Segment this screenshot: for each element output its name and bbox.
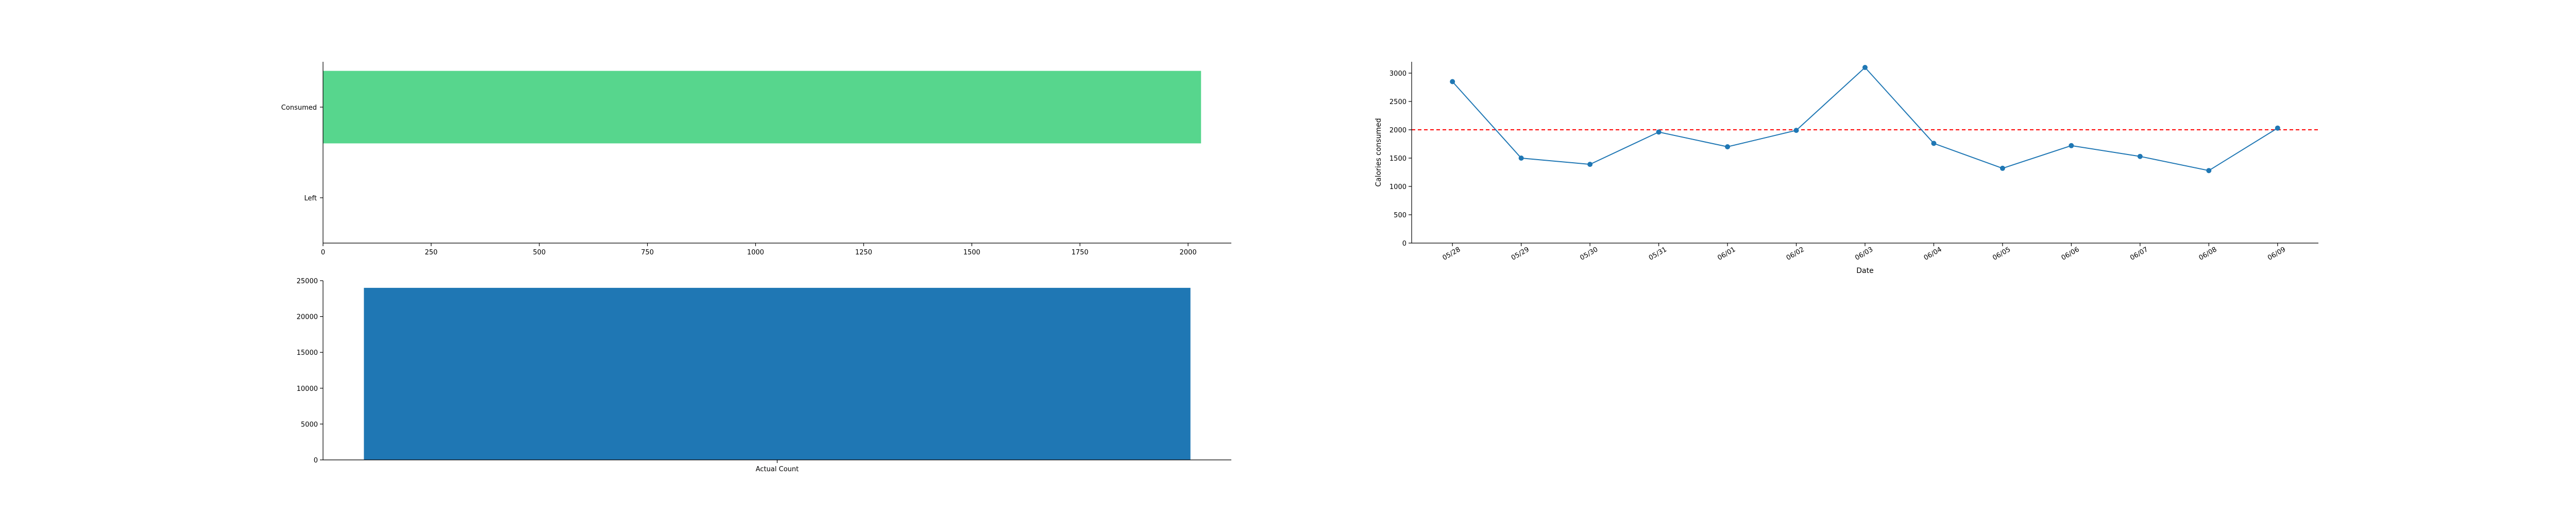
data-point-06-03 bbox=[1862, 65, 1868, 70]
x-tick-label: 750 bbox=[641, 249, 654, 256]
x-tick-label: 06/06 bbox=[2060, 246, 2081, 262]
data-point-06-04 bbox=[1931, 141, 1937, 146]
x-tick-label: 06/04 bbox=[1923, 246, 1943, 262]
x-tick-label: 06/07 bbox=[2129, 246, 2149, 262]
data-point-06-08 bbox=[2206, 168, 2212, 174]
x-tick-label: 1250 bbox=[855, 249, 872, 256]
calories-line-chart: 0 500 1000 1500 2000 2500 3000 05/28 05/29 05/30 0… bbox=[1375, 62, 2318, 275]
x-tick-label: 06/08 bbox=[2198, 246, 2218, 262]
data-point-06-09 bbox=[2275, 125, 2280, 131]
x-tick-label: 06/05 bbox=[1991, 246, 2012, 262]
data-point-05-30 bbox=[1587, 162, 1593, 167]
data-point-05-28 bbox=[1450, 79, 1455, 84]
calories-left-bar-chart: Consumed Left 0 250 500 750 1000 1250 1500 1750 20… bbox=[281, 62, 1231, 256]
y-tick-label: 3000 bbox=[1389, 70, 1406, 78]
y-tick-label: Consumed bbox=[281, 104, 317, 112]
y-tick-label: 0 bbox=[1402, 240, 1406, 248]
y-tick-label: 10000 bbox=[297, 385, 318, 393]
bar-actual-count bbox=[364, 287, 1191, 460]
y-tick-label: 1500 bbox=[1389, 155, 1406, 163]
y-tick-label: 1000 bbox=[1389, 183, 1406, 191]
x-tick-label: 06/09 bbox=[2266, 246, 2287, 262]
calories-series-line bbox=[1452, 66, 2278, 171]
data-point-06-01 bbox=[1725, 144, 1731, 149]
x-tick-label: 05/29 bbox=[1510, 246, 1531, 262]
x-tick-label: 0 bbox=[321, 249, 325, 256]
data-point-06-02 bbox=[1793, 128, 1799, 133]
data-point-06-05 bbox=[1999, 165, 2005, 171]
y-tick-label: 25000 bbox=[297, 278, 318, 285]
y-axis-title: Calories consumed bbox=[1375, 118, 1383, 186]
data-point-05-29 bbox=[1518, 156, 1524, 161]
x-axis-title: Date bbox=[1856, 267, 1873, 275]
x-tick-label: Actual Count bbox=[756, 466, 799, 473]
x-tick-label: 1750 bbox=[1072, 249, 1089, 256]
y-tick-label: Left bbox=[304, 195, 317, 202]
x-tick-label: 05/28 bbox=[1441, 246, 1462, 262]
x-tick-label: 2000 bbox=[1180, 249, 1197, 256]
bar-consumed bbox=[323, 71, 1201, 144]
data-point-06-06 bbox=[2069, 143, 2074, 148]
data-point-06-07 bbox=[2137, 153, 2143, 159]
y-tick-label: 2500 bbox=[1389, 98, 1406, 106]
x-tick-label: 06/03 bbox=[1854, 246, 1874, 262]
y-tick-label: 2000 bbox=[1389, 127, 1406, 134]
x-tick-label: 1500 bbox=[963, 249, 980, 256]
x-tick-label: 1000 bbox=[747, 249, 764, 256]
x-tick-label: 250 bbox=[425, 249, 437, 256]
data-point-05-31 bbox=[1656, 129, 1662, 135]
actual-count-bar-chart: Actual Count 0 5000 10000 15000 20000 25000 bbox=[297, 278, 1231, 473]
x-tick-label: 06/01 bbox=[1716, 246, 1737, 262]
x-tick-label: 05/31 bbox=[1648, 246, 1668, 262]
y-tick-label: 0 bbox=[314, 457, 318, 465]
x-tick-label: 500 bbox=[533, 249, 546, 256]
x-tick-label: 05/30 bbox=[1579, 246, 1599, 262]
x-tick-label: 06/02 bbox=[1785, 246, 1806, 262]
y-tick-label: 20000 bbox=[297, 314, 318, 321]
y-tick-label: 5000 bbox=[301, 421, 318, 428]
y-tick-label: 15000 bbox=[297, 349, 318, 357]
y-tick-label: 500 bbox=[1394, 212, 1406, 219]
